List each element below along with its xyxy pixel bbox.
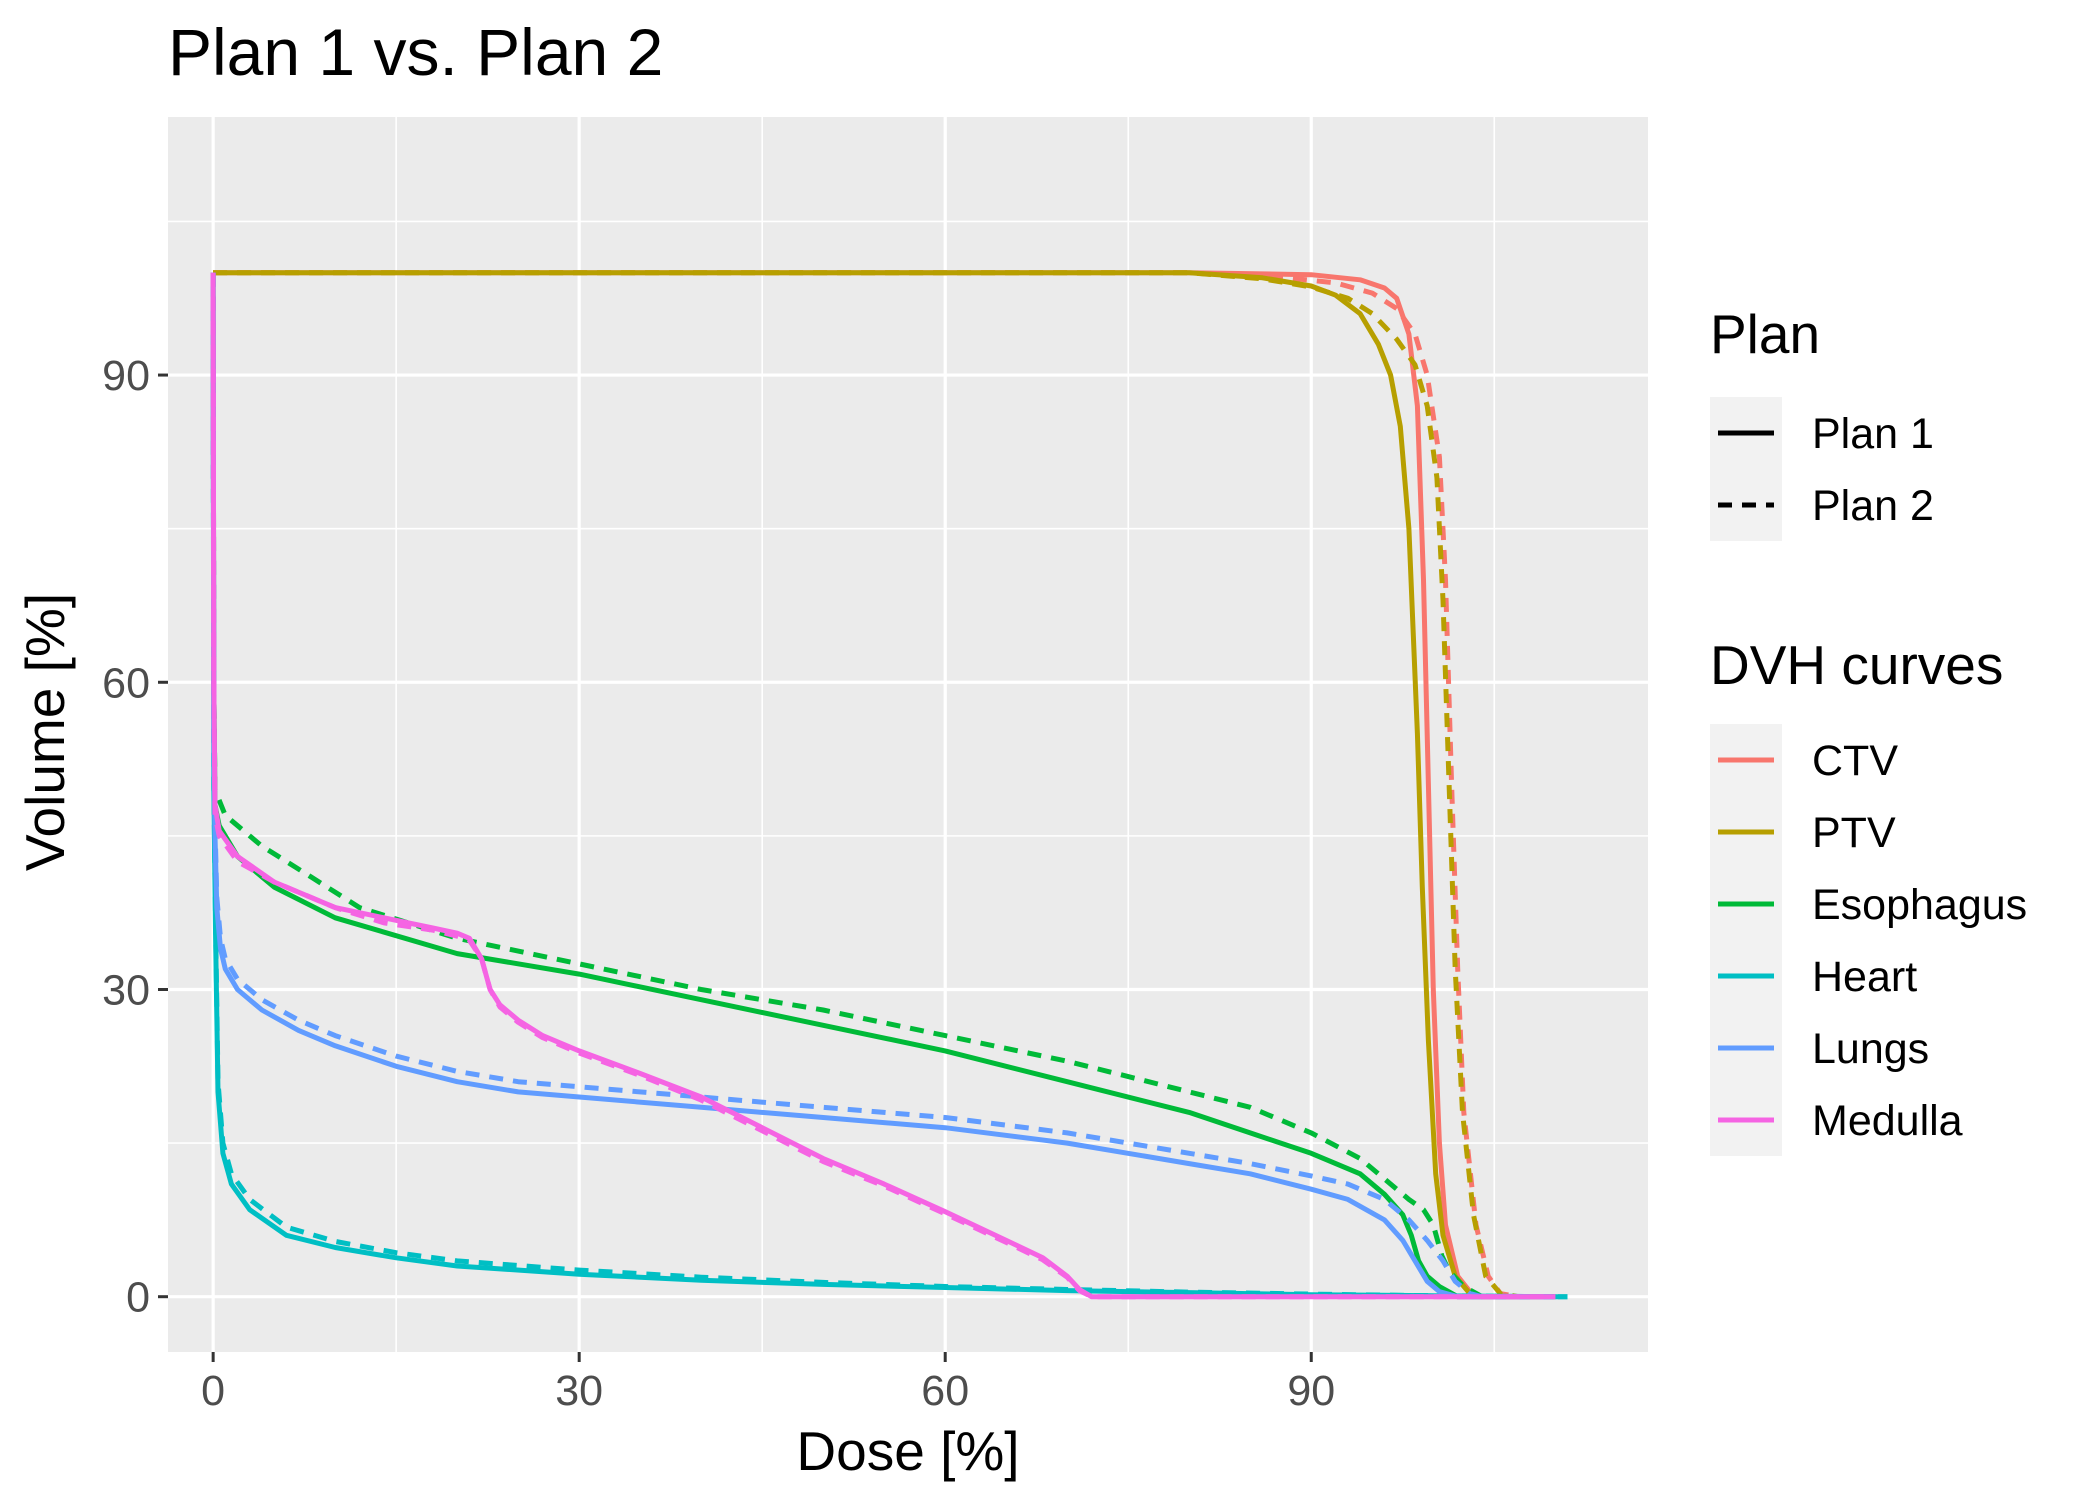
x-tick-label: 30 (555, 1367, 603, 1415)
chart-title: Plan 1 vs. Plan 2 (168, 15, 663, 89)
legend-key-background-plan (1710, 397, 1782, 541)
legend-label: Plan 2 (1812, 482, 1934, 530)
x-tick-label: 60 (921, 1367, 969, 1415)
legend-label: Plan 1 (1812, 410, 1934, 458)
legend-label: PTV (1812, 809, 1896, 857)
x-axis-title: Dose [%] (796, 1420, 1019, 1482)
y-tick-label: 60 (102, 659, 150, 707)
series-line-medulla-plan-2 (210, 272, 1556, 1300)
y-tick-label: 90 (102, 352, 150, 400)
x-tick-label: 0 (201, 1367, 225, 1415)
legend-label: CTV (1812, 737, 1898, 785)
y-tick-label: 0 (126, 1274, 150, 1322)
legend-label: Esophagus (1812, 881, 2027, 929)
y-axis-title: Volume [%] (14, 593, 76, 871)
legend-key-background-dvh (1710, 724, 1782, 1156)
series-line-lungs-plan-2 (210, 272, 1556, 1300)
series-line-ptv-plan-2 (213, 270, 1556, 1300)
series-line-lungs-plan-1 (210, 272, 1556, 1300)
series-line-esophagus-plan-2 (210, 272, 1556, 1300)
legend-title-dvh: DVH curves (1710, 634, 2003, 696)
legend-label: Heart (1812, 953, 1917, 1001)
legend-label: Medulla (1812, 1097, 1963, 1145)
plot-panel (168, 117, 1648, 1352)
x-tick-label: 90 (1287, 1367, 1335, 1415)
series-line-heart-plan-2 (210, 272, 1568, 1300)
y-tick-label: 30 (102, 966, 150, 1014)
legend-label: Lungs (1812, 1025, 1929, 1073)
legend-title-plan: Plan (1710, 303, 1820, 365)
series-line-ctv-plan-2 (213, 270, 1556, 1300)
